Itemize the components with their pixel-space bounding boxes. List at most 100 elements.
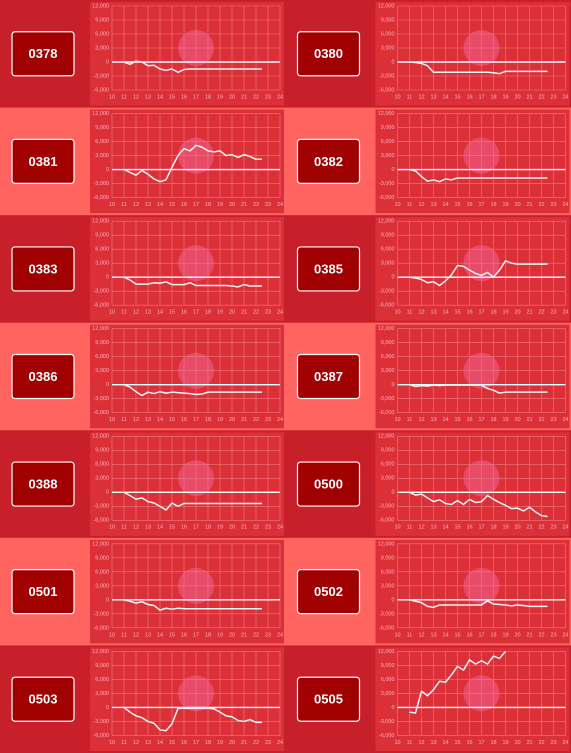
data-line <box>409 260 548 287</box>
x-tick-label: 23 <box>265 94 271 100</box>
machine-number[interactable]: 0501 <box>29 584 58 599</box>
machine-number[interactable]: 0382 <box>314 154 343 169</box>
y-tick-label: 9,000 <box>381 17 395 23</box>
y-tick-label: -6,000 <box>379 87 395 93</box>
y-tick-label: 12,000 <box>92 111 109 117</box>
x-tick-label: 12 <box>418 202 424 208</box>
x-tick-label: 24 <box>277 417 283 423</box>
y-tick-label: -3,000 <box>379 396 395 402</box>
x-tick-label: 19 <box>502 525 508 531</box>
machine-button[interactable] <box>296 461 361 507</box>
x-tick-label: 12 <box>418 632 424 638</box>
machine-number[interactable]: 0387 <box>314 369 343 384</box>
x-tick-label: 19 <box>217 525 223 531</box>
data-line <box>123 384 262 397</box>
data-line <box>409 650 507 714</box>
machine-button[interactable] <box>296 31 361 77</box>
x-tick-label: 12 <box>418 417 424 423</box>
chart-panel <box>375 647 570 751</box>
x-tick-label: 22 <box>253 310 259 316</box>
x-tick-label: 20 <box>229 94 235 100</box>
x-tick-label: 16 <box>181 310 187 316</box>
x-tick-label: 15 <box>454 202 460 208</box>
x-tick-label: 11 <box>407 310 413 316</box>
x-tick-label: 12 <box>418 94 424 100</box>
y-tick-label: 3,000 <box>381 691 395 697</box>
x-tick-label: 13 <box>145 632 151 638</box>
x-tick-label: 20 <box>514 94 520 100</box>
machine-number[interactable]: 0378 <box>29 46 58 61</box>
x-tick-label: 23 <box>265 740 271 746</box>
y-tick-label: 3,000 <box>95 476 109 482</box>
machine-number[interactable]: 0500 <box>314 477 343 492</box>
x-tick-label: 22 <box>253 202 259 208</box>
machine-number[interactable]: 0380 <box>314 46 343 61</box>
chart-panel <box>90 324 284 429</box>
y-tick-label: 12,000 <box>378 3 395 9</box>
x-tick-label: 17 <box>478 417 484 423</box>
machine-number[interactable]: 0388 <box>29 477 58 492</box>
x-tick-label: 12 <box>418 525 424 531</box>
machine-button[interactable] <box>296 569 361 615</box>
machine-number[interactable]: 0386 <box>29 369 58 384</box>
x-tick-label: 22 <box>538 202 544 208</box>
machine-number[interactable]: 0385 <box>314 261 343 276</box>
x-tick-label: 19 <box>502 632 508 638</box>
x-tick-label: 19 <box>217 417 223 423</box>
x-tick-label: 10 <box>109 417 115 423</box>
y-tick-label: 9,000 <box>95 125 109 131</box>
machine-number[interactable]: 0503 <box>29 692 58 707</box>
y-tick-label: 6,000 <box>381 31 395 37</box>
x-tick-label: 23 <box>550 632 556 638</box>
x-tick-label: 21 <box>526 632 532 638</box>
x-tick-label: 14 <box>442 94 448 100</box>
y-tick-label: 6,000 <box>381 677 395 683</box>
y-tick-label: 6,000 <box>95 247 109 253</box>
y-tick-label: 3,000 <box>381 261 395 267</box>
x-tick-label: 11 <box>407 632 413 638</box>
machine-number[interactable]: 0381 <box>29 154 58 169</box>
y-tick-label: 0 <box>106 382 109 388</box>
machine-number[interactable]: 0502 <box>314 584 343 599</box>
machine-button[interactable] <box>296 353 361 400</box>
machine-number[interactable]: 0505 <box>314 692 343 707</box>
x-tick-label: 18 <box>490 202 496 208</box>
machine-button[interactable] <box>11 569 75 615</box>
x-tick-label: 10 <box>109 310 115 316</box>
y-tick-label: 3,000 <box>95 45 109 51</box>
x-tick-label: 11 <box>121 525 127 531</box>
y-tick-label: 9,000 <box>381 125 395 131</box>
y-tick-label: -3,000 <box>379 719 395 725</box>
chart-panel <box>90 109 284 214</box>
x-tick-label: 21 <box>526 202 532 208</box>
machine-number[interactable]: 0383 <box>29 261 58 276</box>
machine-button[interactable] <box>296 676 361 722</box>
x-tick-label: 14 <box>442 525 448 531</box>
x-tick-label: 23 <box>265 525 271 531</box>
machine-button[interactable] <box>296 138 361 184</box>
y-tick-label: 0 <box>391 275 394 281</box>
data-line <box>123 276 262 288</box>
machine-button[interactable] <box>11 461 75 507</box>
x-tick-label: 11 <box>407 417 413 423</box>
machine-button[interactable] <box>296 246 361 292</box>
machine-button[interactable] <box>11 31 75 77</box>
x-tick-label: 15 <box>169 310 175 316</box>
x-tick-label: 12 <box>418 740 424 746</box>
x-tick-label: 19 <box>502 417 508 423</box>
machine-button[interactable] <box>11 246 75 292</box>
machine-button[interactable] <box>11 138 75 184</box>
machine-button[interactable] <box>11 353 75 400</box>
x-tick-label: 22 <box>253 632 259 638</box>
x-tick-label: 10 <box>109 632 115 638</box>
x-tick-label: 12 <box>133 525 139 531</box>
x-tick-label: 15 <box>169 740 175 746</box>
y-tick-label: -6,000 <box>379 303 395 309</box>
machine-button[interactable] <box>11 676 75 722</box>
y-tick-label: 0 <box>106 705 109 711</box>
y-tick-label: -3,000 <box>379 611 395 617</box>
x-tick-label: 19 <box>217 202 223 208</box>
x-tick-label: 18 <box>205 740 211 746</box>
x-tick-label: 17 <box>478 740 484 746</box>
x-tick-label: 16 <box>466 632 472 638</box>
